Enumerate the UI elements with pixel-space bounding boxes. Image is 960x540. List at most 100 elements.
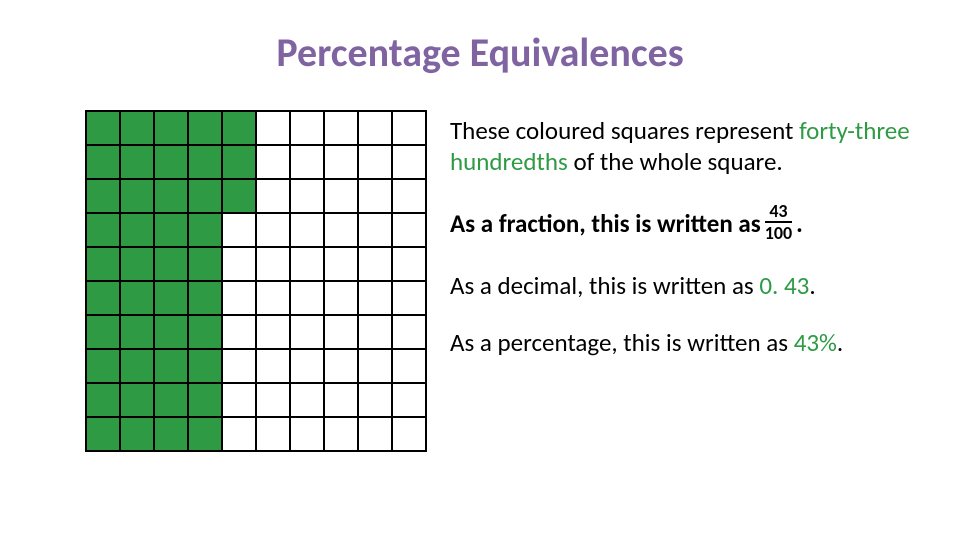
grid-cell bbox=[120, 349, 154, 383]
text-column: These coloured squares represent forty-t… bbox=[450, 115, 940, 384]
grid-cell bbox=[324, 383, 358, 417]
page-title: Percentage Equivalences bbox=[0, 28, 960, 77]
grid-cell bbox=[392, 349, 426, 383]
fraction-prefix: As a fraction, this is written as bbox=[450, 208, 761, 239]
grid-cell bbox=[256, 315, 290, 349]
decimal-value: 0. 43 bbox=[759, 270, 809, 301]
grid-cell bbox=[86, 383, 120, 417]
grid-cell bbox=[392, 315, 426, 349]
slide: Percentage Equivalences These coloured s… bbox=[0, 0, 960, 540]
fraction-paragraph: As a fraction, this is written as 43 100… bbox=[450, 204, 940, 244]
grid-cell bbox=[290, 179, 324, 213]
grid-cell bbox=[358, 145, 392, 179]
title-text: Percentage Equivalences bbox=[276, 28, 683, 77]
grid-cell bbox=[86, 315, 120, 349]
grid-cell bbox=[256, 247, 290, 281]
grid-cell bbox=[392, 383, 426, 417]
grid-cell bbox=[154, 145, 188, 179]
grid-cell bbox=[324, 111, 358, 145]
grid-cell bbox=[358, 213, 392, 247]
grid-cell bbox=[120, 417, 154, 451]
grid-cell bbox=[358, 315, 392, 349]
grid-cell bbox=[154, 247, 188, 281]
grid-cell bbox=[324, 145, 358, 179]
grid-cell bbox=[290, 247, 324, 281]
grid-cell bbox=[120, 281, 154, 315]
grid-cell bbox=[188, 145, 222, 179]
fraction-value: 43 100 bbox=[765, 202, 792, 242]
fraction-numerator: 43 bbox=[765, 202, 792, 223]
grid-cell bbox=[358, 383, 392, 417]
grid-cell bbox=[86, 213, 120, 247]
grid-cell bbox=[120, 145, 154, 179]
grid-cell bbox=[392, 281, 426, 315]
grid-cell bbox=[392, 417, 426, 451]
grid-cell bbox=[324, 213, 358, 247]
grid-cell bbox=[290, 111, 324, 145]
intro-lead: These coloured squares represent bbox=[450, 115, 799, 146]
grid-cell bbox=[324, 417, 358, 451]
percentage-value: 43% bbox=[794, 327, 837, 358]
grid-cell bbox=[290, 315, 324, 349]
fraction-denominator: 100 bbox=[765, 223, 792, 242]
grid-cell bbox=[222, 383, 256, 417]
grid-cell bbox=[324, 247, 358, 281]
grid-cell bbox=[222, 145, 256, 179]
grid-cell bbox=[188, 349, 222, 383]
grid-cell bbox=[290, 349, 324, 383]
grid-cell bbox=[86, 145, 120, 179]
grid-cell bbox=[188, 247, 222, 281]
grid-cell bbox=[86, 179, 120, 213]
decimal-paragraph: As a decimal, this is written as 0. 43. bbox=[450, 270, 940, 301]
hundred-grid bbox=[85, 110, 427, 452]
grid-cell bbox=[290, 145, 324, 179]
grid-cell bbox=[392, 247, 426, 281]
grid-cell bbox=[222, 213, 256, 247]
grid-cell bbox=[324, 315, 358, 349]
grid-cell bbox=[392, 145, 426, 179]
grid-cell bbox=[154, 281, 188, 315]
grid-cell bbox=[358, 417, 392, 451]
grid-cell bbox=[188, 417, 222, 451]
grid-cell bbox=[392, 213, 426, 247]
grid-cell bbox=[358, 349, 392, 383]
grid-cell bbox=[256, 383, 290, 417]
grid-cell bbox=[120, 213, 154, 247]
grid-cell bbox=[256, 417, 290, 451]
grid-cell bbox=[358, 247, 392, 281]
grid-cell bbox=[154, 111, 188, 145]
grid-cell bbox=[290, 417, 324, 451]
grid-cell bbox=[256, 111, 290, 145]
grid-cell bbox=[358, 111, 392, 145]
decimal-prefix: As a decimal, this is written as bbox=[450, 270, 759, 301]
grid-cell bbox=[222, 281, 256, 315]
grid-cell bbox=[256, 281, 290, 315]
grid-cell bbox=[358, 179, 392, 213]
intro-paragraph: These coloured squares represent forty-t… bbox=[450, 115, 940, 178]
grid-cell bbox=[86, 247, 120, 281]
grid-cell bbox=[222, 315, 256, 349]
grid-cell bbox=[188, 111, 222, 145]
grid-cell bbox=[86, 417, 120, 451]
grid-cell bbox=[392, 179, 426, 213]
grid-cell bbox=[120, 315, 154, 349]
grid-cell bbox=[324, 179, 358, 213]
grid-cell bbox=[392, 111, 426, 145]
grid-cell bbox=[154, 417, 188, 451]
percentage-prefix: As a percentage, this is written as bbox=[450, 327, 794, 358]
grid-cell bbox=[188, 383, 222, 417]
intro-tail: of the whole square. bbox=[568, 146, 783, 177]
grid-cell bbox=[256, 213, 290, 247]
grid-cell bbox=[256, 145, 290, 179]
grid-cell bbox=[154, 349, 188, 383]
grid-cell bbox=[290, 281, 324, 315]
fraction-suffix: . bbox=[796, 208, 803, 239]
grid-cell bbox=[222, 179, 256, 213]
grid-cell bbox=[120, 111, 154, 145]
grid-cell bbox=[324, 281, 358, 315]
grid-cell bbox=[86, 349, 120, 383]
grid-cell bbox=[358, 281, 392, 315]
grid-cell bbox=[120, 179, 154, 213]
percentage-suffix: . bbox=[837, 327, 843, 358]
grid-cell bbox=[154, 179, 188, 213]
